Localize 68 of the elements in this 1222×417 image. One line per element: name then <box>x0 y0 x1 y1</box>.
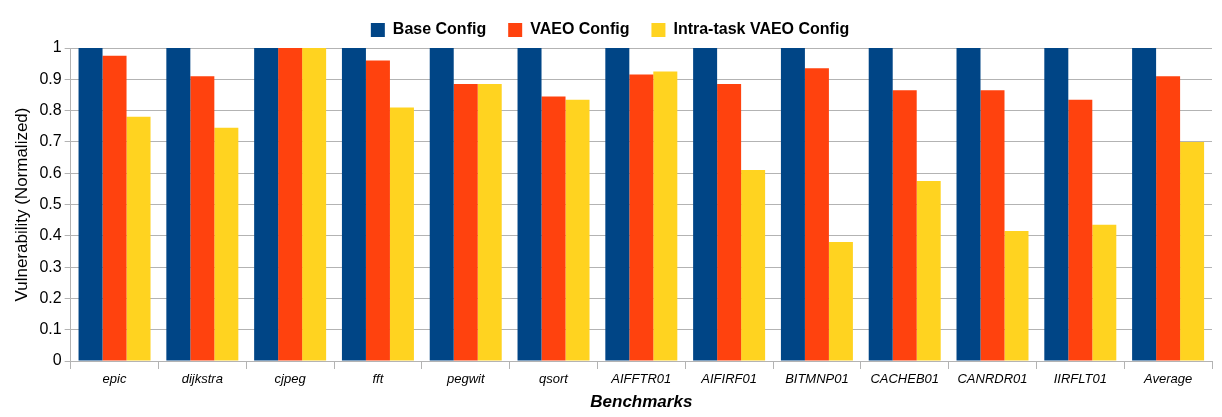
bar <box>1132 48 1157 361</box>
y-axis-title: Vulnerability (Normalized) <box>11 107 31 302</box>
x-axis-title: Benchmarks <box>590 392 693 412</box>
bar <box>956 48 981 361</box>
bar <box>1044 48 1069 361</box>
bar <box>629 74 654 361</box>
x-tick-label: AIFFTR01 <box>610 371 672 387</box>
bar <box>102 55 127 361</box>
x-tick-label: CACHEB01 <box>870 371 940 387</box>
y-tick-label: 0.4 <box>39 226 62 244</box>
y-tick-label: 0.5 <box>39 194 62 212</box>
bar <box>868 48 893 361</box>
x-tick-label: epic <box>102 371 127 387</box>
y-tick-label: 0.2 <box>39 288 62 306</box>
bar <box>126 116 151 361</box>
legend-label: Base Config <box>392 20 487 38</box>
bar <box>1092 224 1117 361</box>
bar <box>517 48 542 361</box>
bar <box>302 48 327 361</box>
x-tick-label: BITMNP01 <box>785 371 849 387</box>
x-tick-label: dijkstra <box>181 371 223 387</box>
bar <box>1180 141 1205 361</box>
y-tick-label: 0.6 <box>39 163 62 181</box>
y-tick-label: 0.3 <box>39 257 62 275</box>
bar <box>892 90 917 361</box>
bar <box>166 48 191 361</box>
bar <box>605 48 630 361</box>
bar <box>1156 76 1181 361</box>
bar <box>453 84 478 361</box>
bar <box>980 90 1005 361</box>
bar <box>429 48 454 361</box>
x-tick-label: CANRDR01 <box>957 371 1028 387</box>
y-tick-label: 0.8 <box>39 101 62 119</box>
legend-label: VAEO Config <box>530 20 630 38</box>
bar <box>1004 231 1029 361</box>
bar <box>804 68 829 361</box>
y-tick-label: 1 <box>52 38 62 56</box>
y-tick-label: 0.7 <box>39 132 62 150</box>
y-tick-label: 0 <box>52 351 62 369</box>
x-tick-label: qsort <box>539 371 570 387</box>
bar <box>916 181 941 361</box>
bar <box>365 60 390 361</box>
bar <box>565 99 590 361</box>
y-tick-label: 0.9 <box>39 69 62 87</box>
bar <box>717 84 742 361</box>
bar <box>828 242 853 361</box>
x-tick-label: cjpeg <box>274 371 307 387</box>
bar <box>214 127 239 361</box>
bar <box>278 48 303 361</box>
bar <box>1068 99 1093 361</box>
bar <box>741 170 766 361</box>
x-tick-label: IIRFLT01 <box>1053 371 1107 387</box>
x-tick-label: AIFIRF01 <box>700 371 757 387</box>
bar <box>389 107 414 361</box>
bar <box>653 71 678 361</box>
bar <box>190 76 215 361</box>
bar <box>78 48 103 361</box>
bar <box>541 96 566 361</box>
bar <box>341 48 366 361</box>
x-tick-label: pegwit <box>445 371 486 387</box>
x-tick-label: Average <box>1143 371 1193 387</box>
x-tick-label: fft <box>372 371 385 387</box>
bar <box>254 48 279 361</box>
bar <box>780 48 805 361</box>
bar <box>477 84 502 361</box>
legend-label: Intra-task VAEO Config <box>673 20 850 38</box>
y-tick-label: 0.1 <box>39 320 62 338</box>
bar <box>693 48 718 361</box>
